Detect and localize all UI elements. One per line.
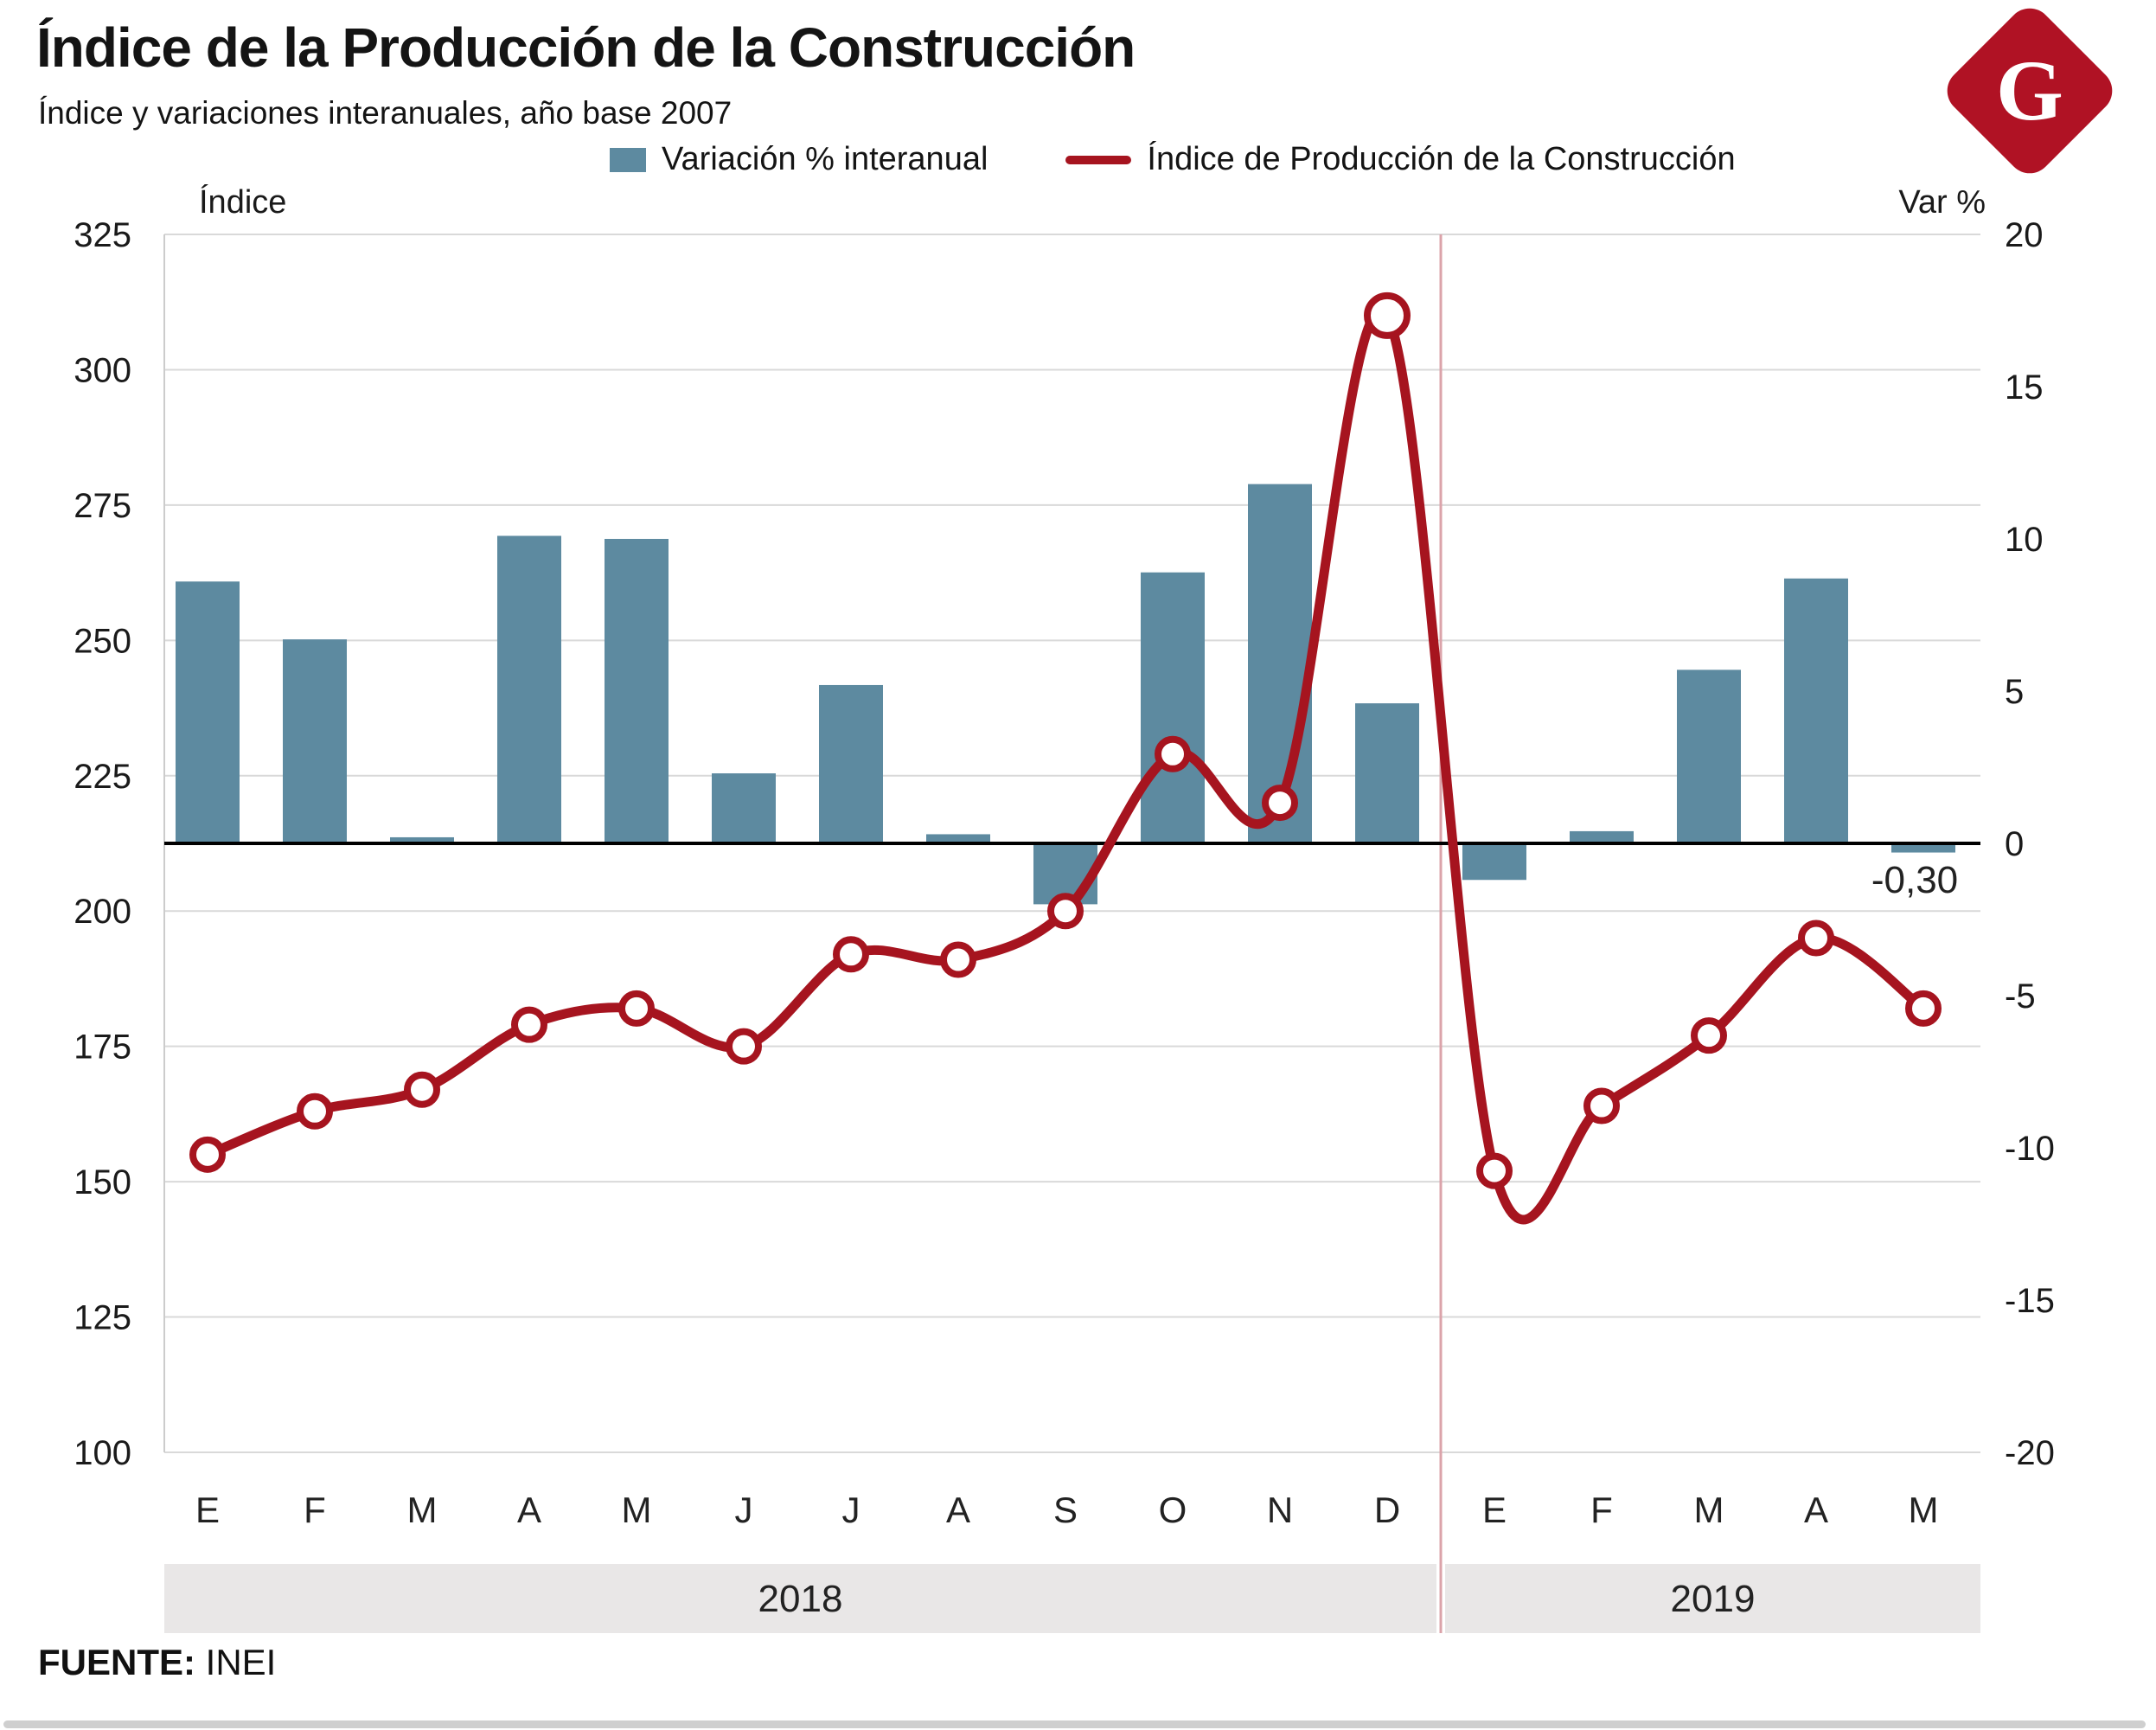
horizontal-scrollbar[interactable] xyxy=(3,1720,2146,1728)
left-tick-label: 175 xyxy=(74,1028,131,1067)
month-label: M xyxy=(1694,1490,1724,1530)
bar xyxy=(1570,830,1634,843)
month-label: F xyxy=(304,1490,326,1530)
month-label: N xyxy=(1267,1490,1293,1530)
month-label: M xyxy=(407,1490,438,1530)
legend-label-index: Índice de Producción de la Construcción xyxy=(1147,141,1736,177)
left-tick-label: 250 xyxy=(74,622,131,660)
line-point xyxy=(833,936,869,973)
left-tick-label: 300 xyxy=(74,351,131,389)
line-point xyxy=(1155,735,1191,772)
bar xyxy=(1141,572,1205,843)
right-tick-label: 10 xyxy=(2005,521,2044,559)
line-point xyxy=(297,1092,333,1130)
line-point xyxy=(189,1136,226,1173)
line-point xyxy=(1364,292,1411,339)
bar xyxy=(1355,703,1419,843)
line-point xyxy=(726,1028,762,1065)
right-tick-label: -10 xyxy=(2005,1130,2055,1168)
month-label: M xyxy=(622,1490,652,1530)
right-tick-label: -5 xyxy=(2005,977,2036,1016)
legend-item-variation: Variación % interanual xyxy=(610,141,988,178)
right-axis-title: Var % xyxy=(1898,184,1986,221)
right-tick-label: 20 xyxy=(2005,216,2044,254)
line-point xyxy=(1798,919,1834,957)
right-tick-label: -15 xyxy=(2005,1282,2055,1320)
bar xyxy=(390,836,454,843)
month-label: O xyxy=(1159,1490,1187,1530)
line-point xyxy=(1905,990,1942,1027)
line-point xyxy=(1583,1087,1620,1124)
bar-swatch-icon xyxy=(610,147,646,172)
page-title: Índice de la Producción de la Construcci… xyxy=(36,16,1136,79)
left-tick-label: 275 xyxy=(74,487,131,525)
chart-legend: Variación % interanual Índice de Producc… xyxy=(610,141,1736,178)
right-tick-label: -20 xyxy=(2005,1434,2055,1472)
month-label: D xyxy=(1374,1490,1400,1530)
line-point xyxy=(1047,893,1084,930)
left-tick-label: 225 xyxy=(74,758,131,796)
bar xyxy=(283,639,347,843)
bar xyxy=(712,773,776,843)
month-label: F xyxy=(1590,1490,1613,1530)
line-point xyxy=(940,941,976,978)
month-label: A xyxy=(946,1490,970,1530)
right-tick-label: 15 xyxy=(2005,368,2044,407)
month-label: A xyxy=(517,1490,541,1530)
bar xyxy=(1248,484,1312,843)
bar xyxy=(926,834,990,843)
left-tick-label: 150 xyxy=(74,1163,131,1201)
line-point xyxy=(1262,785,1298,822)
month-label: J xyxy=(735,1490,753,1530)
month-label: E xyxy=(1482,1490,1507,1530)
line-point xyxy=(404,1071,440,1108)
line-point xyxy=(1476,1152,1513,1189)
bar xyxy=(176,581,240,843)
month-label: M xyxy=(1909,1490,1939,1530)
source-label: FUENTE: xyxy=(38,1642,195,1682)
legend-item-index: Índice de Producción de la Construcción xyxy=(1065,141,1736,178)
month-label: S xyxy=(1053,1490,1078,1530)
line-point xyxy=(618,990,655,1027)
line-point xyxy=(1691,1017,1727,1054)
year-label: 2018 xyxy=(758,1578,843,1620)
year-label: 2019 xyxy=(1671,1578,1756,1620)
left-tick-label: 125 xyxy=(74,1299,131,1337)
bar xyxy=(1677,670,1741,843)
left-axis-title: Índice xyxy=(199,183,286,221)
year-band xyxy=(164,1564,1436,1633)
left-tick-label: 325 xyxy=(74,216,131,254)
last-value-annotation: -0,30 xyxy=(1871,859,1958,901)
bar xyxy=(1462,843,1526,881)
page-subtitle: Índice y variaciones interanuales, año b… xyxy=(38,95,733,131)
right-tick-label: 0 xyxy=(2005,825,2024,863)
month-label: J xyxy=(842,1490,860,1530)
bar xyxy=(1891,843,1955,853)
year-band xyxy=(1445,1564,1980,1633)
bar xyxy=(1784,578,1848,843)
bar xyxy=(497,535,561,843)
line-swatch-icon xyxy=(1065,155,1132,164)
left-tick-label: 100 xyxy=(74,1434,131,1472)
right-tick-label: 5 xyxy=(2005,673,2024,711)
index-line xyxy=(202,305,1929,1225)
bar xyxy=(605,539,669,843)
source-note: FUENTE: INEI xyxy=(38,1642,276,1683)
month-label: A xyxy=(1804,1490,1828,1530)
line-point xyxy=(511,1006,547,1043)
bar xyxy=(819,684,883,843)
month-label: E xyxy=(195,1490,220,1530)
source-value: INEI xyxy=(205,1642,277,1682)
left-tick-label: 200 xyxy=(74,893,131,931)
legend-label-variation: Variación % interanual xyxy=(662,141,988,177)
